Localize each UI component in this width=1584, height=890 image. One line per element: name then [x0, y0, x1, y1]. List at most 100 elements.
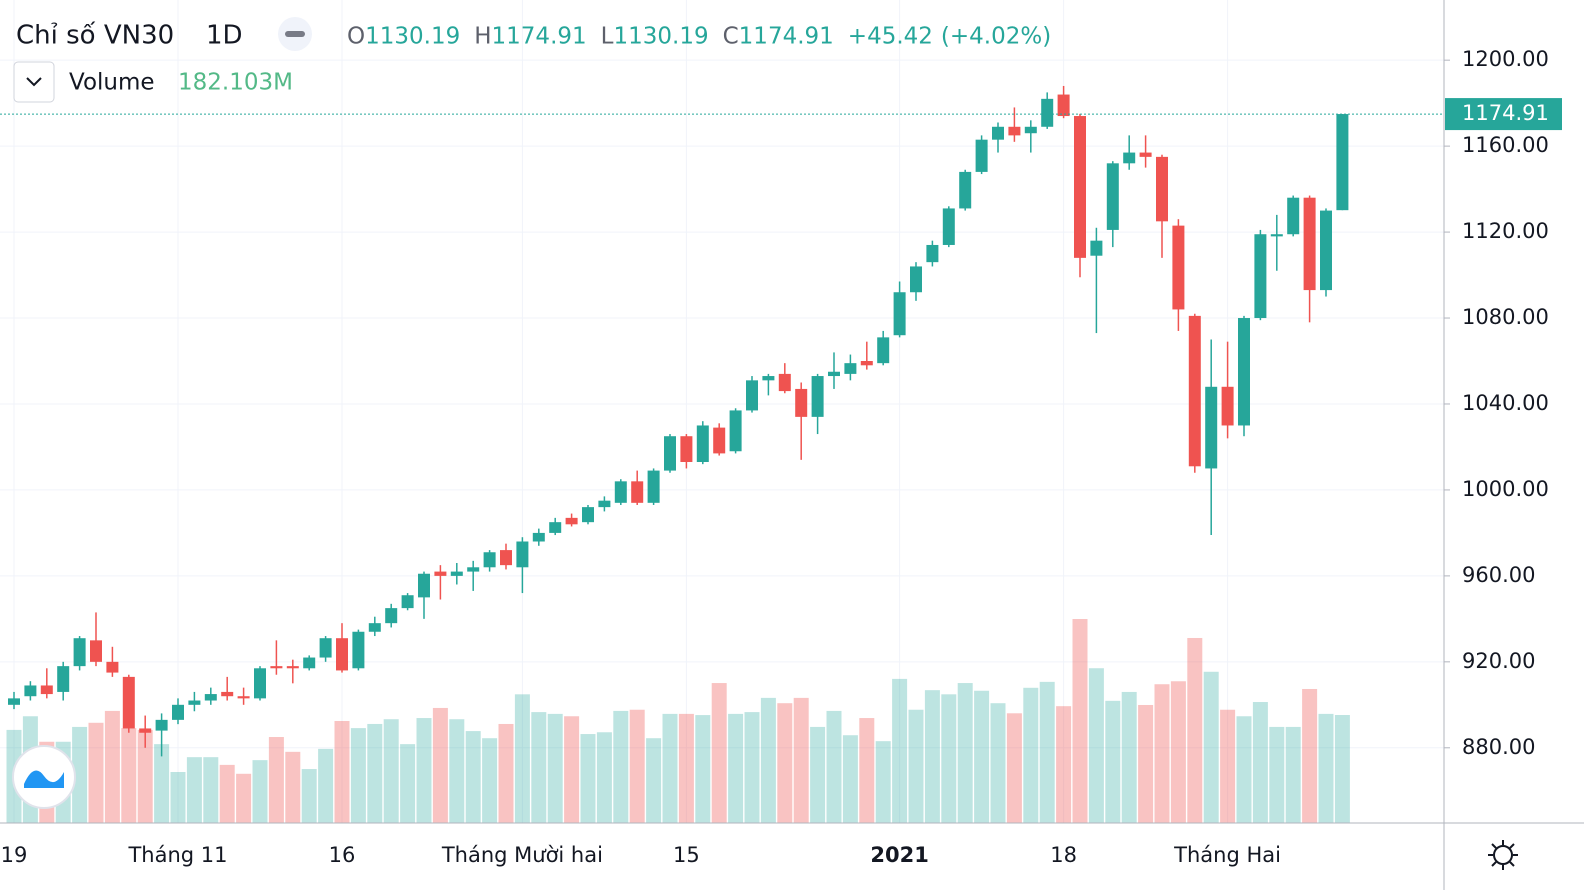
volume-pane: [6, 619, 1350, 823]
volume-legend-name: Volume: [69, 70, 155, 96]
candle-body: [418, 573, 430, 598]
last-price-label: 1174.91: [1462, 101, 1549, 125]
candle-body: [1238, 318, 1250, 426]
volume-legend-value: 182.103M: [178, 70, 293, 96]
volume-bar: [186, 757, 202, 823]
candle-body: [549, 522, 562, 533]
candle-body: [1221, 386, 1234, 426]
volume-bar: [1072, 619, 1088, 823]
legend-toggle[interactable]: [13, 61, 55, 103]
volume-bar: [892, 678, 908, 823]
volume-bar: [236, 773, 252, 823]
volume-bar: [941, 694, 957, 823]
volume-bar: [170, 772, 186, 823]
candle-body: [844, 363, 857, 374]
candle-body: [910, 266, 922, 293]
volume-bar: [596, 732, 612, 823]
candle-body: [237, 696, 250, 699]
volume-bar: [400, 744, 416, 823]
candle-body: [926, 244, 939, 263]
volume-bar: [580, 734, 596, 823]
candle-body: [893, 292, 906, 336]
y-tick-label: 880.00: [1462, 735, 1535, 759]
volume-bar: [1285, 726, 1301, 823]
candle-body: [467, 567, 480, 572]
candle-body: [270, 666, 283, 669]
volume-bar: [744, 712, 760, 823]
candle-body: [828, 371, 840, 377]
collapse-icon: [285, 31, 305, 37]
volume-bar: [1302, 688, 1318, 823]
candle-body: [680, 436, 693, 462]
volume-bar: [793, 697, 809, 823]
candle-body: [221, 691, 234, 697]
volume-bar: [203, 757, 219, 823]
candle-body: [401, 595, 414, 609]
candle-body: [647, 470, 660, 503]
volume-bar: [432, 707, 448, 823]
volume-bar: [1006, 713, 1022, 823]
volume-bar: [695, 715, 711, 823]
volume-bar: [1252, 702, 1268, 823]
volume-bar: [367, 723, 383, 823]
candle-body: [1139, 152, 1152, 157]
volume-bar: [1039, 681, 1055, 823]
volume-bar: [678, 713, 694, 823]
volume-bar: [219, 764, 235, 823]
change: +45.42: [848, 24, 933, 50]
candle-body: [1074, 116, 1086, 258]
volume-bar: [1138, 704, 1154, 823]
x-tick-label: Tháng Hai: [1173, 843, 1281, 867]
y-tick-label: 960.00: [1462, 563, 1535, 587]
candle-body: [516, 541, 529, 568]
volume-bar: [957, 683, 973, 823]
volume-bar: [350, 728, 366, 823]
volume-bar: [318, 748, 334, 823]
volume-bar: [1269, 726, 1285, 823]
volume-bar: [924, 690, 940, 823]
logo-shape: [24, 770, 64, 788]
candles: [0, 85, 1444, 757]
candle-body: [1320, 210, 1332, 291]
volume-bar: [416, 718, 432, 823]
candle-body: [254, 668, 266, 699]
ohlc-key: O: [347, 24, 365, 50]
candle-body: [286, 666, 299, 669]
x-tick-label: 2021: [870, 843, 928, 867]
candle-body: [73, 638, 86, 667]
candle-body: [1041, 98, 1054, 127]
x-tick-label: 19: [1, 843, 28, 867]
candle-body: [1106, 163, 1119, 230]
candle-body: [500, 550, 512, 566]
ohlc-legend: O 1130.19 H 1174.91 L 1130.19 C 1174.91 +45.42 (+…: [347, 24, 1051, 50]
volume-bar: [285, 751, 301, 823]
candle-body: [746, 380, 758, 411]
volume-bar: [1318, 713, 1334, 823]
candle-body: [122, 676, 135, 729]
candle-body: [877, 337, 890, 364]
y-tick-label: 1000.00: [1462, 477, 1549, 501]
x-tick-label: 16: [329, 843, 356, 867]
candle-body: [57, 666, 70, 692]
candle-body: [106, 661, 119, 673]
volume-bar: [1334, 715, 1350, 823]
candle-body: [762, 376, 775, 381]
candle-body: [1090, 240, 1103, 256]
candle-body: [1156, 156, 1168, 222]
candle-body: [204, 694, 217, 701]
candle-body: [1270, 234, 1283, 237]
candle-body: [664, 436, 676, 471]
y-tick-label: 1200.00: [1462, 47, 1549, 71]
y-tick-label: 1120.00: [1462, 219, 1549, 243]
candle-body: [598, 500, 611, 508]
volume-bar: [728, 713, 744, 823]
candle-body: [811, 376, 824, 417]
volume-bar: [465, 731, 481, 823]
volume-bar: [1105, 700, 1121, 823]
settings-icon[interactable]: [1488, 840, 1518, 870]
volume-bar: [1203, 671, 1219, 823]
volume-bar: [629, 709, 645, 823]
volume-bar: [104, 710, 120, 823]
candle-body: [614, 481, 627, 503]
volume-bar: [859, 718, 875, 823]
